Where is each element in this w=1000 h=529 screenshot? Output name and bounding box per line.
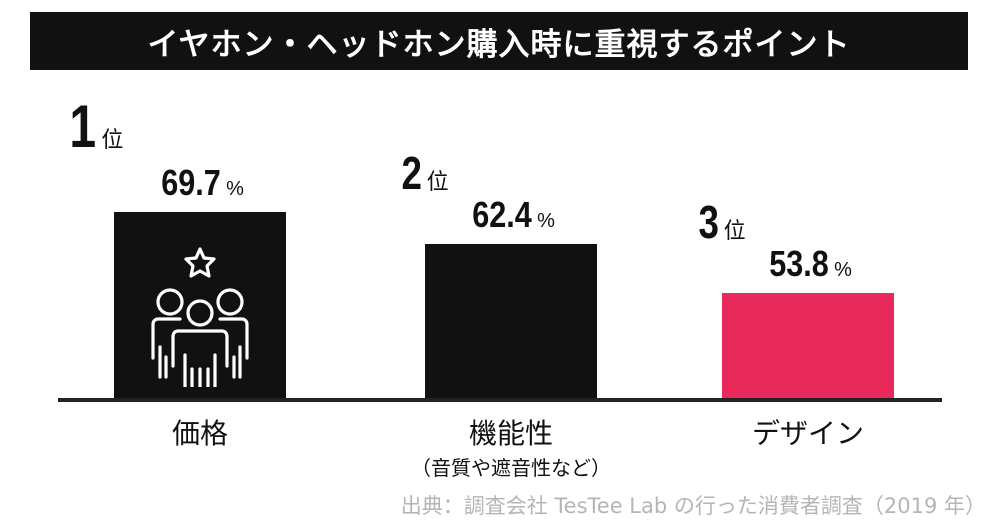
value-label-2: 62.4%	[425, 194, 597, 236]
value-label-3: 53.8%	[722, 243, 894, 285]
value-number: 69.7	[161, 162, 221, 203]
group-with-star-icon	[140, 247, 260, 391]
rank-unit: 位	[426, 169, 449, 194]
chart-title: イヤホン・ヘッドホン購入時に重視するポイント	[30, 12, 968, 70]
rank-number: 3	[698, 196, 720, 248]
value-number: 62.4	[472, 194, 532, 235]
value-unit: %	[537, 210, 555, 232]
source-note: 出典：調査会社 TesTee Lab の行った消費者調査（2019 年）	[400, 494, 986, 518]
value-unit: %	[834, 259, 852, 281]
bar-3	[722, 293, 894, 400]
rank-number: 2	[401, 147, 423, 199]
category-label-1: 価格	[171, 417, 228, 450]
category-note-2: （音質や遮音性など）	[411, 456, 611, 480]
rank-number: 1	[69, 93, 97, 160]
category-label-2: 機能性	[468, 417, 553, 450]
category-label-3: デザイン	[751, 417, 864, 450]
rank-unit: 位	[101, 127, 124, 152]
x-axis-baseline	[58, 398, 942, 402]
value-number: 53.8	[769, 243, 829, 284]
bar-2	[425, 244, 597, 400]
value-unit: %	[226, 178, 244, 200]
rank-unit: 位	[723, 218, 746, 243]
value-label-1: 69.7%	[114, 162, 286, 204]
